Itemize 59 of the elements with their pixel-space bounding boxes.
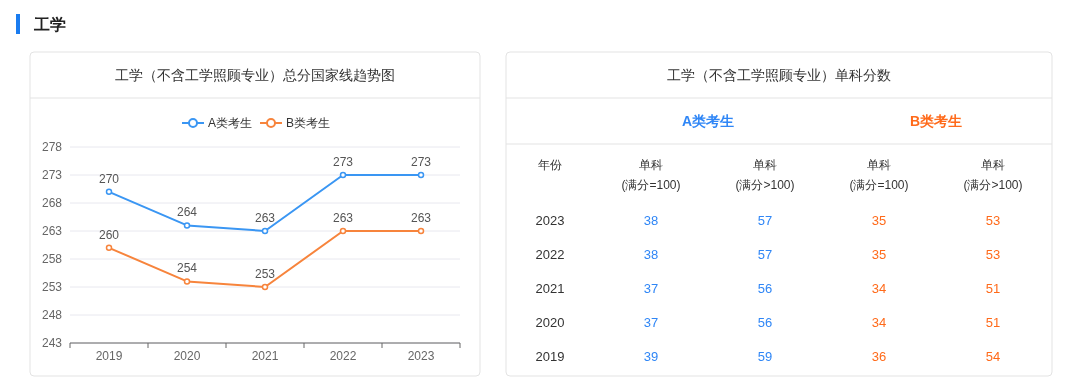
x-tick-label: 2021 <box>251 349 279 363</box>
data-label: 57 <box>757 213 773 228</box>
x-tick-label: 2020 <box>173 349 201 363</box>
data-label: 273 <box>410 155 432 169</box>
data-label: 264 <box>176 205 198 220</box>
y-tick-label: 263 <box>41 224 63 238</box>
y-tick-label: 253 <box>41 280 63 294</box>
data-label: 57 <box>757 247 773 262</box>
data-label: 39 <box>643 349 659 364</box>
data-label: 38 <box>643 247 659 262</box>
data-label: 53 <box>985 247 1001 262</box>
data-label: 53 <box>985 213 1001 228</box>
y-tick-label: 278 <box>41 140 63 154</box>
x-tick-label: 2019 <box>95 349 123 363</box>
data-label: 51 <box>985 281 1001 296</box>
text: A类考生 <box>681 113 735 129</box>
data-label: 56 <box>757 281 773 296</box>
data-label: 273 <box>332 155 354 169</box>
y-tick-label: 2023 <box>535 213 565 228</box>
data-label: 270 <box>98 171 120 186</box>
y-tick-label: 243 <box>41 336 63 350</box>
x-tick-label: 单科 (满分>100) <box>735 158 795 192</box>
data-label: 54 <box>985 349 1001 364</box>
data-label: 253 <box>254 267 276 281</box>
x-tick-label: 单科 (满分>100) <box>963 158 1023 192</box>
data-label: 263 <box>410 211 432 225</box>
text: B类考生 <box>909 113 963 129</box>
y-axis-title: 年份 <box>538 158 562 172</box>
data-label: 263 <box>254 211 276 225</box>
y-tick-label: 258 <box>41 252 63 266</box>
data-label: 37 <box>643 315 659 330</box>
data-label: 37 <box>643 281 659 296</box>
y-tick-label: 2022 <box>535 247 565 262</box>
y-tick-label: 268 <box>41 196 63 210</box>
x-tick-label: 2022 <box>329 349 357 363</box>
data-label: 260 <box>98 227 120 242</box>
data-label: 36 <box>871 349 887 364</box>
chart-title: 工学（不含工学照顾专业）单科分数 <box>667 67 891 83</box>
y-tick-label: 2021 <box>535 281 565 296</box>
data-label: 56 <box>757 315 773 330</box>
chart-title: 工学（不含工学照顾专业）总分国家线趋势图 <box>115 67 395 83</box>
data-label: 34 <box>871 281 887 296</box>
data-label: 254 <box>176 261 198 276</box>
x-tick-label: 单科 (满分=100) <box>621 158 681 192</box>
data-label: 35 <box>871 247 887 262</box>
x-tick-label: 2023 <box>407 349 435 363</box>
y-tick-label: 248 <box>41 308 63 322</box>
data-label: 35 <box>871 213 887 228</box>
y-tick-label: 273 <box>41 168 63 182</box>
legend-label: A类考生 <box>208 116 253 130</box>
x-tick-label: 单科 (满分=100) <box>849 158 909 192</box>
data-label: 59 <box>757 349 773 364</box>
legend-label: B类考生 <box>286 116 331 130</box>
data-label: 34 <box>871 315 887 330</box>
data-label: 263 <box>332 211 354 225</box>
y-tick-label: 2020 <box>535 315 565 330</box>
data-label: 38 <box>643 213 659 228</box>
data-label: 51 <box>985 315 1001 330</box>
text: 工学 <box>33 16 66 33</box>
